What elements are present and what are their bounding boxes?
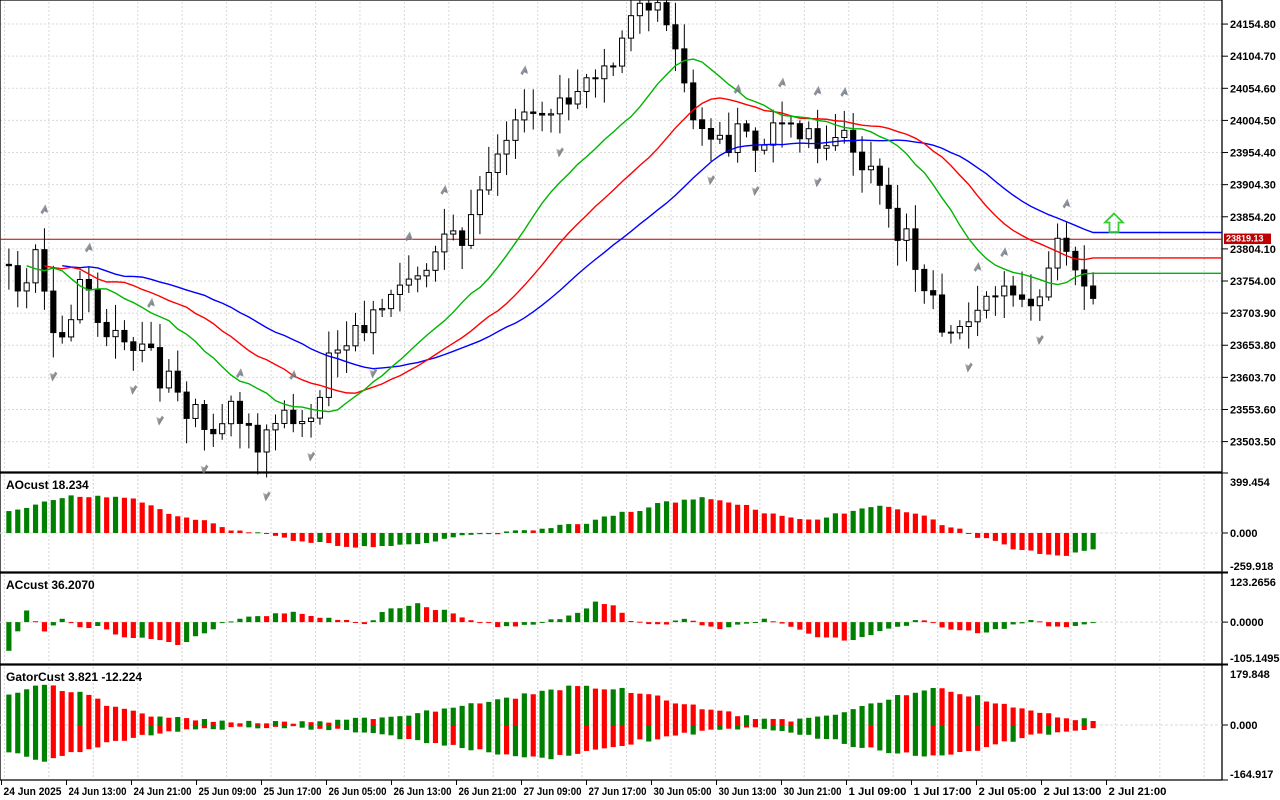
svg-text:24 Jun 2025: 24 Jun 2025 bbox=[4, 786, 62, 798]
svg-text:-105.1495: -105.1495 bbox=[1230, 653, 1280, 665]
svg-text:179.848: 179.848 bbox=[1230, 669, 1270, 681]
svg-text:1 Jul 09:00: 1 Jul 09:00 bbox=[849, 786, 907, 798]
svg-text:-259.918: -259.918 bbox=[1230, 561, 1273, 573]
svg-text:24104.70: 24104.70 bbox=[1230, 51, 1276, 63]
svg-text:23653.80: 23653.80 bbox=[1230, 340, 1276, 352]
svg-text:24 Jun 21:00: 24 Jun 21:00 bbox=[134, 786, 192, 798]
svg-text:23904.30: 23904.30 bbox=[1230, 180, 1276, 192]
svg-text:-164.917: -164.917 bbox=[1230, 769, 1273, 781]
svg-text:30 Jun 05:00: 30 Jun 05:00 bbox=[654, 786, 712, 798]
svg-text:27 Jun 17:00: 27 Jun 17:00 bbox=[589, 786, 647, 798]
svg-text:23503.50: 23503.50 bbox=[1230, 437, 1276, 449]
svg-text:24004.50: 24004.50 bbox=[1230, 115, 1276, 127]
svg-text:25 Jun 17:00: 25 Jun 17:00 bbox=[264, 786, 322, 798]
svg-text:123.2656: 123.2656 bbox=[1230, 577, 1276, 589]
svg-text:26 Jun 05:00: 26 Jun 05:00 bbox=[329, 786, 387, 798]
svg-text:0.0000: 0.0000 bbox=[1230, 617, 1264, 629]
svg-text:2 Jul 05:00: 2 Jul 05:00 bbox=[979, 786, 1037, 798]
svg-text:26 Jun 13:00: 26 Jun 13:00 bbox=[394, 786, 452, 798]
svg-text:30 Jun 21:00: 30 Jun 21:00 bbox=[784, 786, 842, 798]
svg-text:23553.60: 23553.60 bbox=[1230, 404, 1276, 416]
svg-text:25 Jun 09:00: 25 Jun 09:00 bbox=[199, 786, 257, 798]
svg-text:23754.00: 23754.00 bbox=[1230, 276, 1276, 288]
svg-text:2 Jul 21:00: 2 Jul 21:00 bbox=[1109, 786, 1167, 798]
svg-text:27 Jun 09:00: 27 Jun 09:00 bbox=[524, 786, 582, 798]
svg-text:23804.10: 23804.10 bbox=[1230, 244, 1276, 256]
svg-text:GatorCust 3.821 -12.224: GatorCust 3.821 -12.224 bbox=[6, 670, 142, 684]
svg-text:24154.80: 24154.80 bbox=[1230, 19, 1276, 31]
svg-text:24 Jun 13:00: 24 Jun 13:00 bbox=[69, 786, 127, 798]
svg-text:24054.60: 24054.60 bbox=[1230, 83, 1276, 95]
svg-text:AOcust 18.234: AOcust 18.234 bbox=[6, 478, 89, 492]
svg-text:23954.40: 23954.40 bbox=[1230, 148, 1276, 160]
svg-text:23703.90: 23703.90 bbox=[1230, 308, 1276, 320]
svg-text:23854.20: 23854.20 bbox=[1230, 212, 1276, 224]
svg-text:30 Jun 13:00: 30 Jun 13:00 bbox=[719, 786, 777, 798]
svg-text:23819.13: 23819.13 bbox=[1226, 234, 1264, 244]
svg-text:399.454: 399.454 bbox=[1230, 477, 1271, 489]
svg-text:23603.70: 23603.70 bbox=[1230, 372, 1276, 384]
svg-text:0.000: 0.000 bbox=[1230, 720, 1258, 732]
svg-text:26 Jun 21:00: 26 Jun 21:00 bbox=[459, 786, 517, 798]
svg-text:0.000: 0.000 bbox=[1230, 528, 1258, 540]
svg-text:2 Jul 13:00: 2 Jul 13:00 bbox=[1044, 786, 1102, 798]
svg-text:ACcust 36.2070: ACcust 36.2070 bbox=[6, 578, 95, 592]
svg-text:1 Jul 17:00: 1 Jul 17:00 bbox=[914, 786, 972, 798]
